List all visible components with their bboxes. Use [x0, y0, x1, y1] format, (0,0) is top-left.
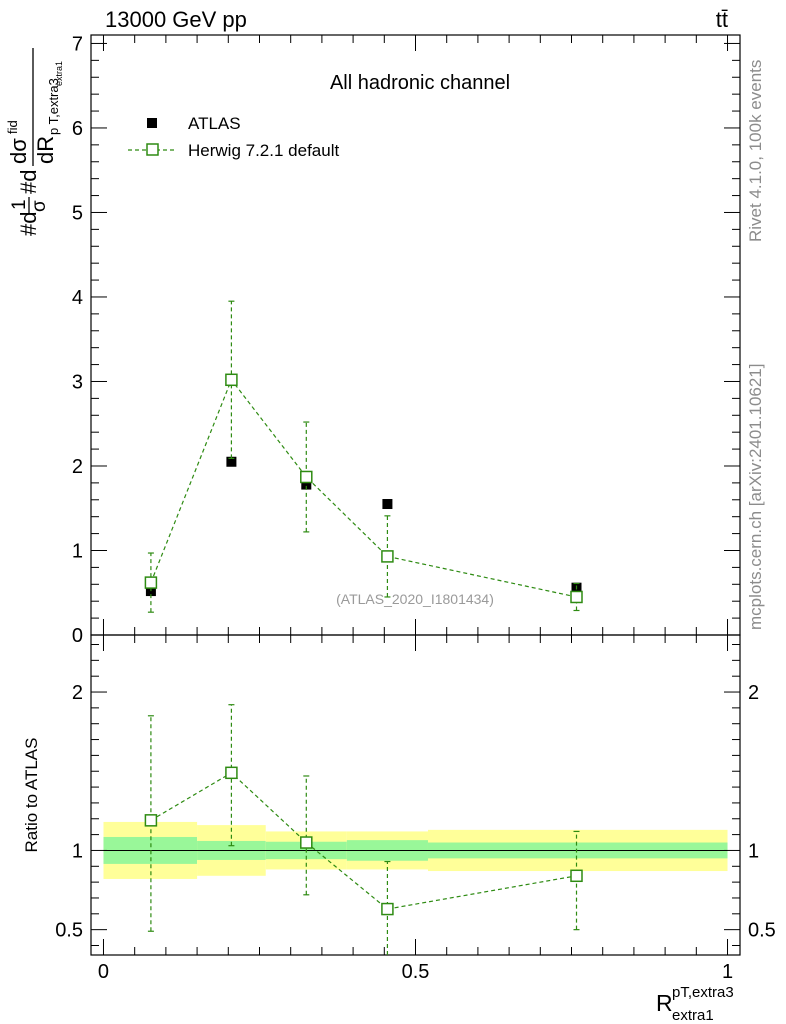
ratio-ytick-label: 2 — [72, 682, 83, 704]
chart-title: All hadronic channel — [330, 72, 510, 94]
ylabel-mid: #d — [16, 170, 41, 194]
watermark: (ATLAS_2020_I1801434) — [336, 591, 494, 607]
legend: ATLAS Herwig 7.2.1 default — [128, 114, 339, 160]
ratio-ytick-label-right: 1 — [748, 840, 759, 862]
xtick-label: 1 — [722, 961, 733, 983]
ylabel-dR: dR — [33, 136, 58, 164]
ylabel-subsub: extra1 — [54, 61, 64, 86]
herwig-line — [150, 378, 577, 598]
main-ytick-label: 3 — [72, 371, 83, 393]
ylabel-subscript: p T,extra3 — [46, 78, 61, 135]
mcplots-label: mcplots.cern.ch [arXiv:2401.10621] — [746, 364, 765, 630]
legend-atlas-marker — [147, 118, 157, 128]
ylabel-one: 1 — [9, 199, 30, 210]
main-ytick-label: 5 — [72, 202, 83, 224]
herwig-point — [570, 590, 583, 604]
ratio-bands — [103, 821, 728, 879]
ylabel-sigma: σ — [29, 200, 50, 212]
ratio-herwig-point — [225, 766, 238, 780]
ratio-y-axis-label: Ratio to ATLAS — [22, 738, 41, 853]
ylabel-prefix: #d — [16, 212, 41, 236]
ratio-ytick-label: 0.5 — [55, 920, 83, 942]
main-ytick-label: 2 — [72, 456, 83, 478]
xlabel-main: R — [656, 990, 673, 1016]
herwig-point — [381, 550, 394, 563]
main-ytick-label: 7 — [72, 33, 83, 55]
legend-atlas-label: ATLAS — [188, 114, 241, 133]
ylabel-fid: fid — [5, 120, 20, 134]
ratio-herwig-line — [150, 772, 577, 910]
x-axis-label: R pT,extra3 extra1 — [656, 984, 734, 1024]
ratio-herwig-point — [570, 869, 583, 883]
xtick-label: 0.5 — [402, 961, 430, 983]
xlabel-sup: pT,extra3 — [672, 984, 734, 1001]
ratio-herwig-point — [381, 902, 394, 916]
ylabel-dsigma: dσ — [6, 138, 31, 164]
main-ytick-label: 4 — [72, 287, 83, 309]
atlas-point — [226, 456, 237, 467]
ratio-herwig-point — [144, 814, 158, 827]
ratio-ytick-label-right: 2 — [748, 682, 759, 704]
atlas-point — [301, 479, 312, 490]
ratio-ytick-label: 1 — [72, 840, 83, 862]
ratio-frame — [90, 634, 741, 956]
main-ytick-label: 0 — [72, 625, 83, 647]
process-label: tt̄ — [716, 7, 728, 32]
herwig-point — [225, 373, 238, 387]
main-y-axis-label: #d 1 σ #d dσ fid dR p T,extra3 extra1 — [5, 48, 64, 236]
energy-label: 13000 GeV pp — [105, 7, 247, 32]
legend-herwig-label: Herwig 7.2.1 default — [188, 141, 339, 160]
atlas-point — [382, 499, 393, 510]
legend-herwig-marker — [146, 143, 159, 156]
ratio-herwig-point — [300, 836, 313, 849]
axes: 0 1 2 3 4 5 6 7 0 0.5 1 0.5 0.5 1 1 2 2 — [55, 33, 776, 983]
ratio-ytick-label-right: 0.5 — [748, 920, 776, 942]
herwig-point — [300, 470, 313, 484]
herwig-point — [144, 576, 158, 589]
rivet-label: Rivet 4.1.0, 100k events — [746, 60, 765, 242]
data-marks — [144, 300, 583, 955]
xlabel-sub: extra1 — [672, 1007, 714, 1024]
main-ytick-label: 1 — [72, 540, 83, 562]
main-ytick-label: 6 — [72, 118, 83, 140]
xtick-label: 0 — [98, 961, 109, 983]
